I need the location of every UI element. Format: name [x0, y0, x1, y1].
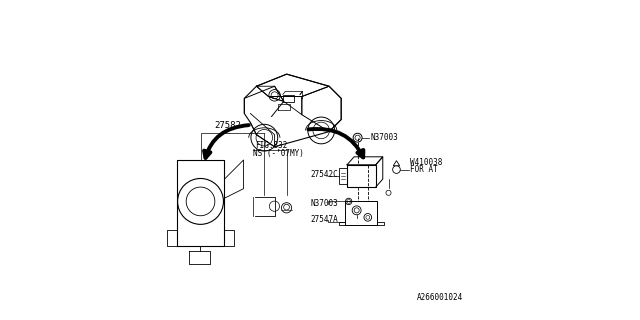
- Text: 27582: 27582: [214, 121, 241, 130]
- Text: N37003: N37003: [310, 199, 338, 208]
- Text: 27547A: 27547A: [310, 215, 338, 224]
- Text: FOR AT: FOR AT: [410, 165, 438, 174]
- Text: 27542C: 27542C: [310, 171, 338, 180]
- Text: W410038: W410038: [410, 158, 442, 167]
- Text: FIG.832: FIG.832: [255, 141, 287, 150]
- Bar: [347, 165, 376, 187]
- Bar: [339, 168, 347, 184]
- Text: A266001024: A266001024: [417, 293, 463, 302]
- Text: N37003: N37003: [371, 133, 399, 142]
- Bar: [283, 94, 294, 102]
- Text: NS (-’07MY): NS (-’07MY): [253, 149, 304, 158]
- Polygon shape: [394, 161, 399, 166]
